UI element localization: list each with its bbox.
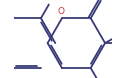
Text: O: O xyxy=(58,7,65,16)
